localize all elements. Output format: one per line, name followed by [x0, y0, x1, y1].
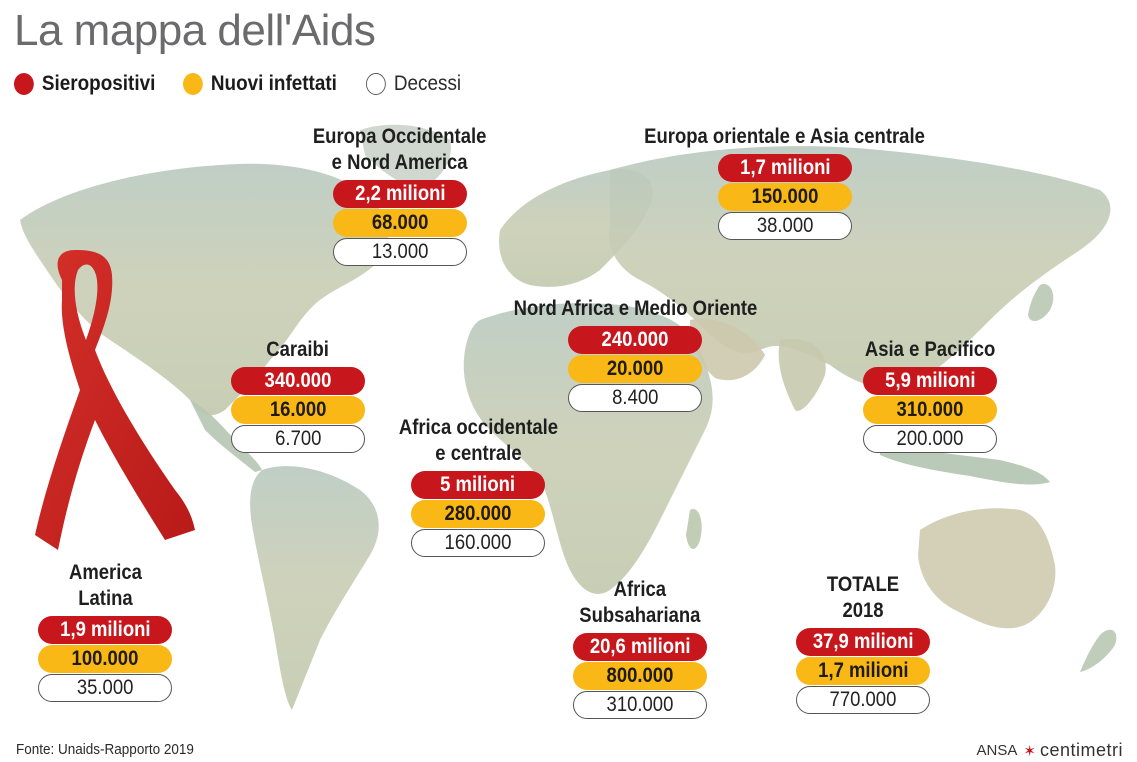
region-america-latina: America Latina 1,9 milioni 100.000 35.00… [25, 560, 185, 703]
land-japan [1028, 284, 1054, 322]
source-note: Fonte: Unaids-Rapporto 2019 [16, 741, 194, 758]
sieropositivi-badge: 1,9 milioni [38, 616, 172, 644]
aids-ribbon-icon [35, 250, 195, 550]
red-dot-icon [14, 73, 34, 95]
land-new-zealand [1080, 629, 1117, 672]
land-south-america [250, 466, 379, 710]
decessi-badge: 310.000 [573, 691, 707, 719]
legend-label: Nuovi infettati [210, 72, 337, 95]
sieropositivi-badge: 5 milioni [411, 471, 545, 499]
star-icon: ✶ [1023, 742, 1036, 760]
sieropositivi-badge: 240.000 [568, 326, 702, 354]
nuovi-infettati-badge: 150.000 [718, 183, 852, 211]
nuovi-infettati-badge: 800.000 [573, 662, 707, 690]
region-caraibi: Caraibi 340.000 16.000 6.700 [218, 337, 378, 454]
legend-label: Sieropositivi [41, 72, 156, 95]
nuovi-infettati-badge: 1,7 milioni [796, 657, 930, 685]
land-madagascar [686, 509, 702, 550]
nuovi-infettati-badge: 280.000 [411, 500, 545, 528]
legend-item-sieropositivi: Sieropositivi [14, 72, 155, 96]
sieropositivi-badge: 37,9 milioni [796, 628, 930, 656]
credit-logo: ANSA ✶ centimetri [977, 740, 1123, 761]
region-name: Asia e Pacifico [864, 338, 996, 361]
white-dot-icon [366, 73, 386, 95]
region-name: Nord Africa e Medio Oriente [513, 297, 757, 320]
land-australia [918, 508, 1056, 629]
nuovi-infettati-badge: 100.000 [38, 645, 172, 673]
land-indonesia [880, 445, 1050, 485]
legend: Sieropositivi Nuovi infettati Decessi [14, 72, 484, 96]
region-name: Europa Occidentale e Nord America [313, 125, 487, 174]
sieropositivi-badge: 20,6 milioni [573, 633, 707, 661]
region-name: America Latina [68, 561, 142, 610]
region-totale-2018: TOTALE 2018 37,9 milioni 1,7 milioni 770… [783, 572, 943, 715]
nuovi-infettati-badge: 68.000 [333, 209, 467, 237]
nuovi-infettati-badge: 20.000 [568, 355, 702, 383]
land-india [778, 339, 826, 411]
page-title: La mappa dell'Aids [14, 6, 376, 55]
region-africa-subsahariana: Africa Subsahariana 20,6 milioni 800.000… [560, 577, 720, 720]
region-europa-occidentale-nord-america: Europa Occidentale e Nord America 2,2 mi… [305, 124, 495, 267]
region-name: Europa orientale e Asia centrale [644, 125, 926, 148]
land-north-america [20, 163, 389, 416]
nuovi-infettati-badge: 310.000 [863, 396, 997, 424]
land-arabia [690, 319, 765, 381]
legend-item-nuovi-infettati: Nuovi infettati [183, 72, 337, 96]
region-name: Caraibi [266, 338, 330, 361]
brand-name: centimetri [1039, 740, 1123, 760]
region-name: TOTALE 2018 [826, 573, 900, 622]
land-central-america [190, 400, 262, 472]
decessi-badge: 770.000 [796, 686, 930, 714]
decessi-badge: 35.000 [38, 674, 172, 702]
nuovi-infettati-badge: 16.000 [231, 396, 365, 424]
yellow-dot-icon [183, 73, 203, 95]
decessi-badge: 8.400 [568, 384, 702, 412]
decessi-badge: 38.000 [718, 212, 852, 240]
legend-label: Decessi [393, 72, 462, 95]
decessi-badge: 6.700 [231, 425, 365, 453]
region-name: Africa Subsahariana [579, 578, 701, 627]
sieropositivi-badge: 2,2 milioni [333, 180, 467, 208]
region-name: Africa occidentale e centrale [398, 416, 558, 465]
region-nord-africa-medio-oriente: Nord Africa e Medio Oriente 240.000 20.0… [490, 296, 780, 413]
decessi-badge: 160.000 [411, 529, 545, 557]
region-africa-occidentale-centrale: Africa occidentale e centrale 5 milioni … [383, 415, 573, 558]
sieropositivi-badge: 340.000 [231, 367, 365, 395]
sieropositivi-badge: 1,7 milioni [718, 154, 852, 182]
legend-item-decessi: Decessi [366, 72, 461, 96]
region-europa-orientale-asia-centrale: Europa orientale e Asia centrale 1,7 mil… [620, 124, 950, 241]
decessi-badge: 200.000 [863, 425, 997, 453]
region-asia-pacifico: Asia e Pacifico 5,9 milioni 310.000 200.… [850, 337, 1010, 454]
sieropositivi-badge: 5,9 milioni [863, 367, 997, 395]
agency-name: ANSA [976, 742, 1018, 759]
decessi-badge: 13.000 [333, 238, 467, 266]
land-greenland [360, 124, 451, 190]
